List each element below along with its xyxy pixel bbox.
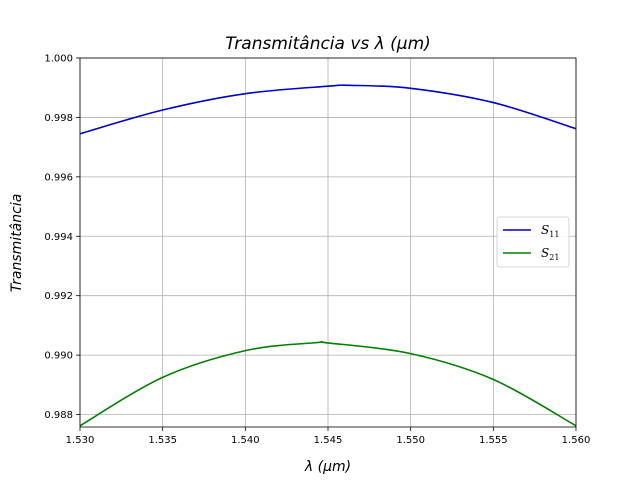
y-tick-label: 0.996 (44, 172, 73, 183)
series-line-s21 (80, 340, 576, 427)
plot-frame (79, 57, 577, 428)
x-tick-label: 1.545 (314, 435, 343, 446)
series-line-s11 (80, 84, 576, 135)
x-tick-label: 1.555 (479, 435, 508, 446)
x-axis-label: λ (µm) (304, 459, 351, 475)
legend-label-s11: S11 (541, 223, 559, 239)
y-axis-label: Transmitância (9, 194, 25, 293)
legend-label-subscript: 11 (549, 230, 559, 239)
legend-label-s21: S21 (541, 246, 559, 262)
y-tick-label: 0.988 (44, 410, 73, 421)
y-tick-label: 0.998 (44, 113, 73, 124)
x-tick-label: 1.540 (231, 435, 260, 446)
x-tick-label: 1.560 (562, 435, 591, 446)
y-tick-label: 0.990 (44, 351, 73, 362)
x-tick-label: 1.530 (66, 435, 95, 446)
x-tick-label: 1.535 (148, 435, 177, 446)
y-tick-label: 0.992 (44, 291, 73, 302)
x-tick-label: 1.550 (396, 435, 425, 446)
chart-title: Transmitância vs λ (µm) (225, 34, 431, 54)
y-tick-label: 0.994 (44, 232, 73, 243)
legend-label-main: S (541, 223, 549, 237)
legend-label-subscript: 21 (549, 253, 559, 262)
legend-label-main: S (541, 246, 549, 260)
y-tick-label: 1.000 (44, 54, 73, 65)
